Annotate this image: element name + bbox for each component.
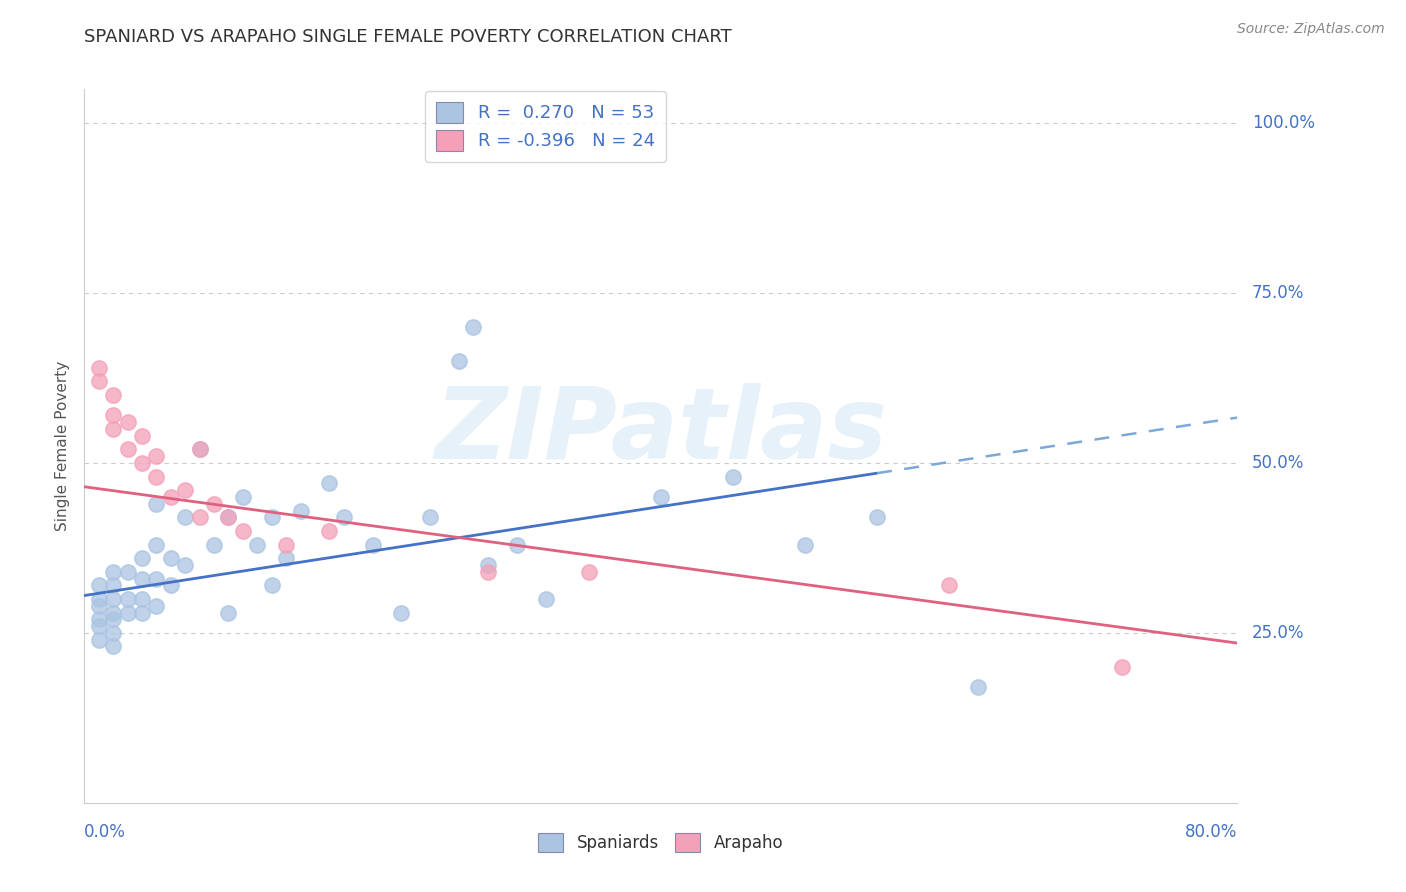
Point [967,680,990,694]
Point [534,591,557,606]
Legend: Spaniards, Arapaho: Spaniards, Arapaho [531,826,790,859]
Text: 25.0%: 25.0% [1251,624,1305,642]
Point [218,606,240,620]
Point [87,599,110,613]
Point [103,422,124,436]
Point [103,591,124,606]
Point [218,510,240,524]
Point [145,572,167,586]
Point [477,565,499,579]
Point [103,388,124,402]
Point [188,442,211,457]
Point [117,442,139,457]
Point [391,606,413,620]
Point [117,591,139,606]
Text: Source: ZipAtlas.com: Source: ZipAtlas.com [1237,22,1385,37]
Point [131,606,153,620]
Point [87,619,110,633]
Point [202,537,225,551]
Point [721,469,744,483]
Point [361,537,384,551]
Point [174,558,197,572]
Point [103,640,124,654]
Point [131,572,153,586]
Point [866,510,889,524]
Text: 50.0%: 50.0% [1251,454,1305,472]
Point [160,578,183,592]
Text: 0.0%: 0.0% [84,823,127,841]
Point [103,606,124,620]
Point [506,537,529,551]
Point [188,510,211,524]
Point [232,524,254,538]
Point [578,565,600,579]
Point [276,551,298,566]
Point [145,469,167,483]
Point [1111,660,1133,674]
Point [145,599,167,613]
Point [103,409,124,423]
Point [145,497,167,511]
Point [202,497,225,511]
Point [117,415,139,429]
Point [131,429,153,443]
Point [131,591,153,606]
Point [103,565,124,579]
Point [333,510,356,524]
Point [87,375,110,389]
Y-axis label: Single Female Poverty: Single Female Poverty [55,361,70,531]
Point [103,626,124,640]
Point [87,578,110,592]
Point [103,612,124,626]
Point [145,449,167,463]
Point [463,320,485,334]
Point [318,476,340,491]
Point [477,558,499,572]
Point [117,565,139,579]
Point [794,537,817,551]
Point [938,578,960,592]
Text: ZIPatlas: ZIPatlas [434,384,887,480]
Text: 75.0%: 75.0% [1251,284,1305,302]
Point [117,606,139,620]
Point [145,537,167,551]
Point [188,442,211,457]
Point [232,490,254,504]
Point [260,578,283,592]
Point [174,510,197,524]
Point [318,524,340,538]
Text: 80.0%: 80.0% [1185,823,1237,841]
Point [87,360,110,375]
Point [174,483,197,498]
Point [650,490,672,504]
Point [131,456,153,470]
Text: 100.0%: 100.0% [1251,114,1315,132]
Point [87,591,110,606]
Point [160,490,183,504]
Point [449,354,471,368]
Point [246,537,269,551]
Text: SPANIARD VS ARAPAHO SINGLE FEMALE POVERTY CORRELATION CHART: SPANIARD VS ARAPAHO SINGLE FEMALE POVERT… [84,29,733,46]
Point [131,551,153,566]
Point [103,578,124,592]
Point [87,632,110,647]
Point [87,612,110,626]
Point [160,551,183,566]
Point [276,537,298,551]
Point [419,510,441,524]
Point [260,510,283,524]
Point [290,503,312,517]
Point [218,510,240,524]
